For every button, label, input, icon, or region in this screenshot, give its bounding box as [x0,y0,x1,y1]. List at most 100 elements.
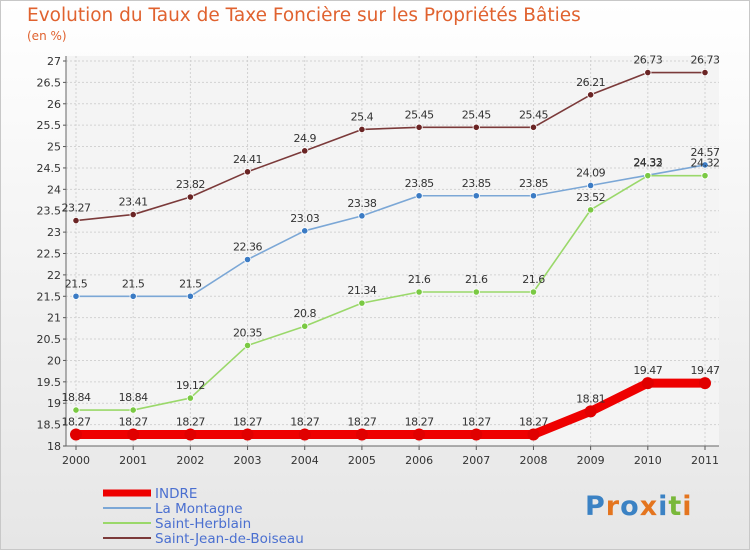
data-label: 21.5 [122,277,145,290]
data-point [72,292,80,300]
data-point [699,377,711,390]
data-point [355,428,368,441]
data-point [301,227,309,235]
data-point [587,206,595,214]
data-point [301,147,309,155]
data-label: 23.38 [347,197,376,210]
y-tick-label: 22.5 [37,248,62,261]
y-tick-label: 19 [47,397,61,410]
x-tick-label: 2004 [291,454,319,467]
data-label: 20.8 [293,307,316,320]
data-label: 18.27 [347,415,376,428]
data-point [70,428,82,441]
data-label: 18.84 [62,391,91,404]
series-line-saint-jean-de-boiseau [75,71,706,222]
data-label: 21.6 [522,273,545,286]
data-label: 24.32 [691,157,720,170]
data-label: 20.35 [233,326,262,339]
x-tick-label: 2000 [62,454,90,467]
data-label: 23.03 [290,212,319,225]
data-label: 21.6 [408,273,431,286]
y-tick-label: 21.5 [37,290,62,303]
y-tick-label: 25 [47,141,61,154]
y-tick-label: 19.5 [37,376,62,389]
data-point [584,405,597,418]
y-tick-label: 21 [47,312,61,325]
y-tick-label: 20 [47,354,61,367]
data-point [184,428,197,441]
data-point [415,192,423,200]
data-label: 23.41 [119,196,148,209]
data-point [587,181,595,190]
data-label: 18.27 [405,415,434,428]
data-label: 18.27 [462,415,491,428]
data-point [358,212,366,220]
y-axis-unit-label: (en %) [27,29,67,43]
logo-letter: t [668,491,683,522]
logo-letter: r [605,491,621,522]
legend-label: INDRE [155,486,197,502]
data-label: 23.85 [519,177,548,190]
series-line-saint-herblain [75,174,706,411]
y-tick-label: 20.5 [37,333,62,346]
x-tick-label: 2002 [176,454,204,467]
x-tick-label: 2003 [234,454,262,467]
data-label: 19.47 [633,364,662,377]
logo-letter: o [620,491,640,522]
data-point [587,91,595,99]
data-label: 24.57 [691,146,720,159]
x-tick-label: 2006 [405,454,433,467]
y-tick-label: 22 [47,269,61,282]
data-label: 25.45 [462,108,491,121]
y-tick-label: 25.5 [37,119,62,132]
data-label: 18.27 [233,415,262,428]
data-point [298,428,311,441]
x-tick-label: 2011 [691,454,719,467]
data-point [413,428,426,441]
data-label: 21.5 [65,277,88,290]
y-tick-label: 24.5 [37,162,62,175]
series-line-la-montagne [75,164,706,298]
data-point [127,428,140,441]
data-point [527,428,540,441]
proxiti-logo: Proxiti [585,491,693,522]
data-point [72,406,80,414]
data-label: 24.09 [576,166,605,179]
data-label: 18.27 [519,415,548,428]
data-label: 24.9 [293,132,316,145]
data-point [129,210,137,219]
data-label: 26.73 [691,54,720,67]
data-label: 26.73 [633,54,662,67]
data-point [701,68,709,77]
data-point [472,192,480,200]
data-point [301,322,309,330]
data-point [186,292,194,300]
data-point [129,406,137,414]
data-point [243,168,252,176]
data-point [701,172,709,180]
logo-letter: i [682,491,693,522]
data-point [701,161,709,169]
data-label: 23.85 [405,177,434,190]
data-label: 18.81 [576,392,605,405]
logo-letter: P [585,491,606,522]
x-tick-label: 2005 [348,454,376,467]
data-point [243,341,252,350]
data-point [641,377,654,390]
x-tick-label: 2010 [634,454,662,467]
data-point [472,123,480,131]
data-label: 23.85 [462,177,491,190]
data-point [186,193,194,201]
data-point [529,288,538,296]
data-point [415,288,423,296]
data-label: 25.45 [519,108,548,121]
data-point [186,394,194,402]
logo-letter: x [639,491,659,522]
data-point [470,428,483,441]
data-point [529,192,538,200]
data-label: 18.84 [119,391,148,404]
data-point [529,123,538,131]
data-point [358,299,366,307]
data-label: 18.27 [290,415,319,428]
